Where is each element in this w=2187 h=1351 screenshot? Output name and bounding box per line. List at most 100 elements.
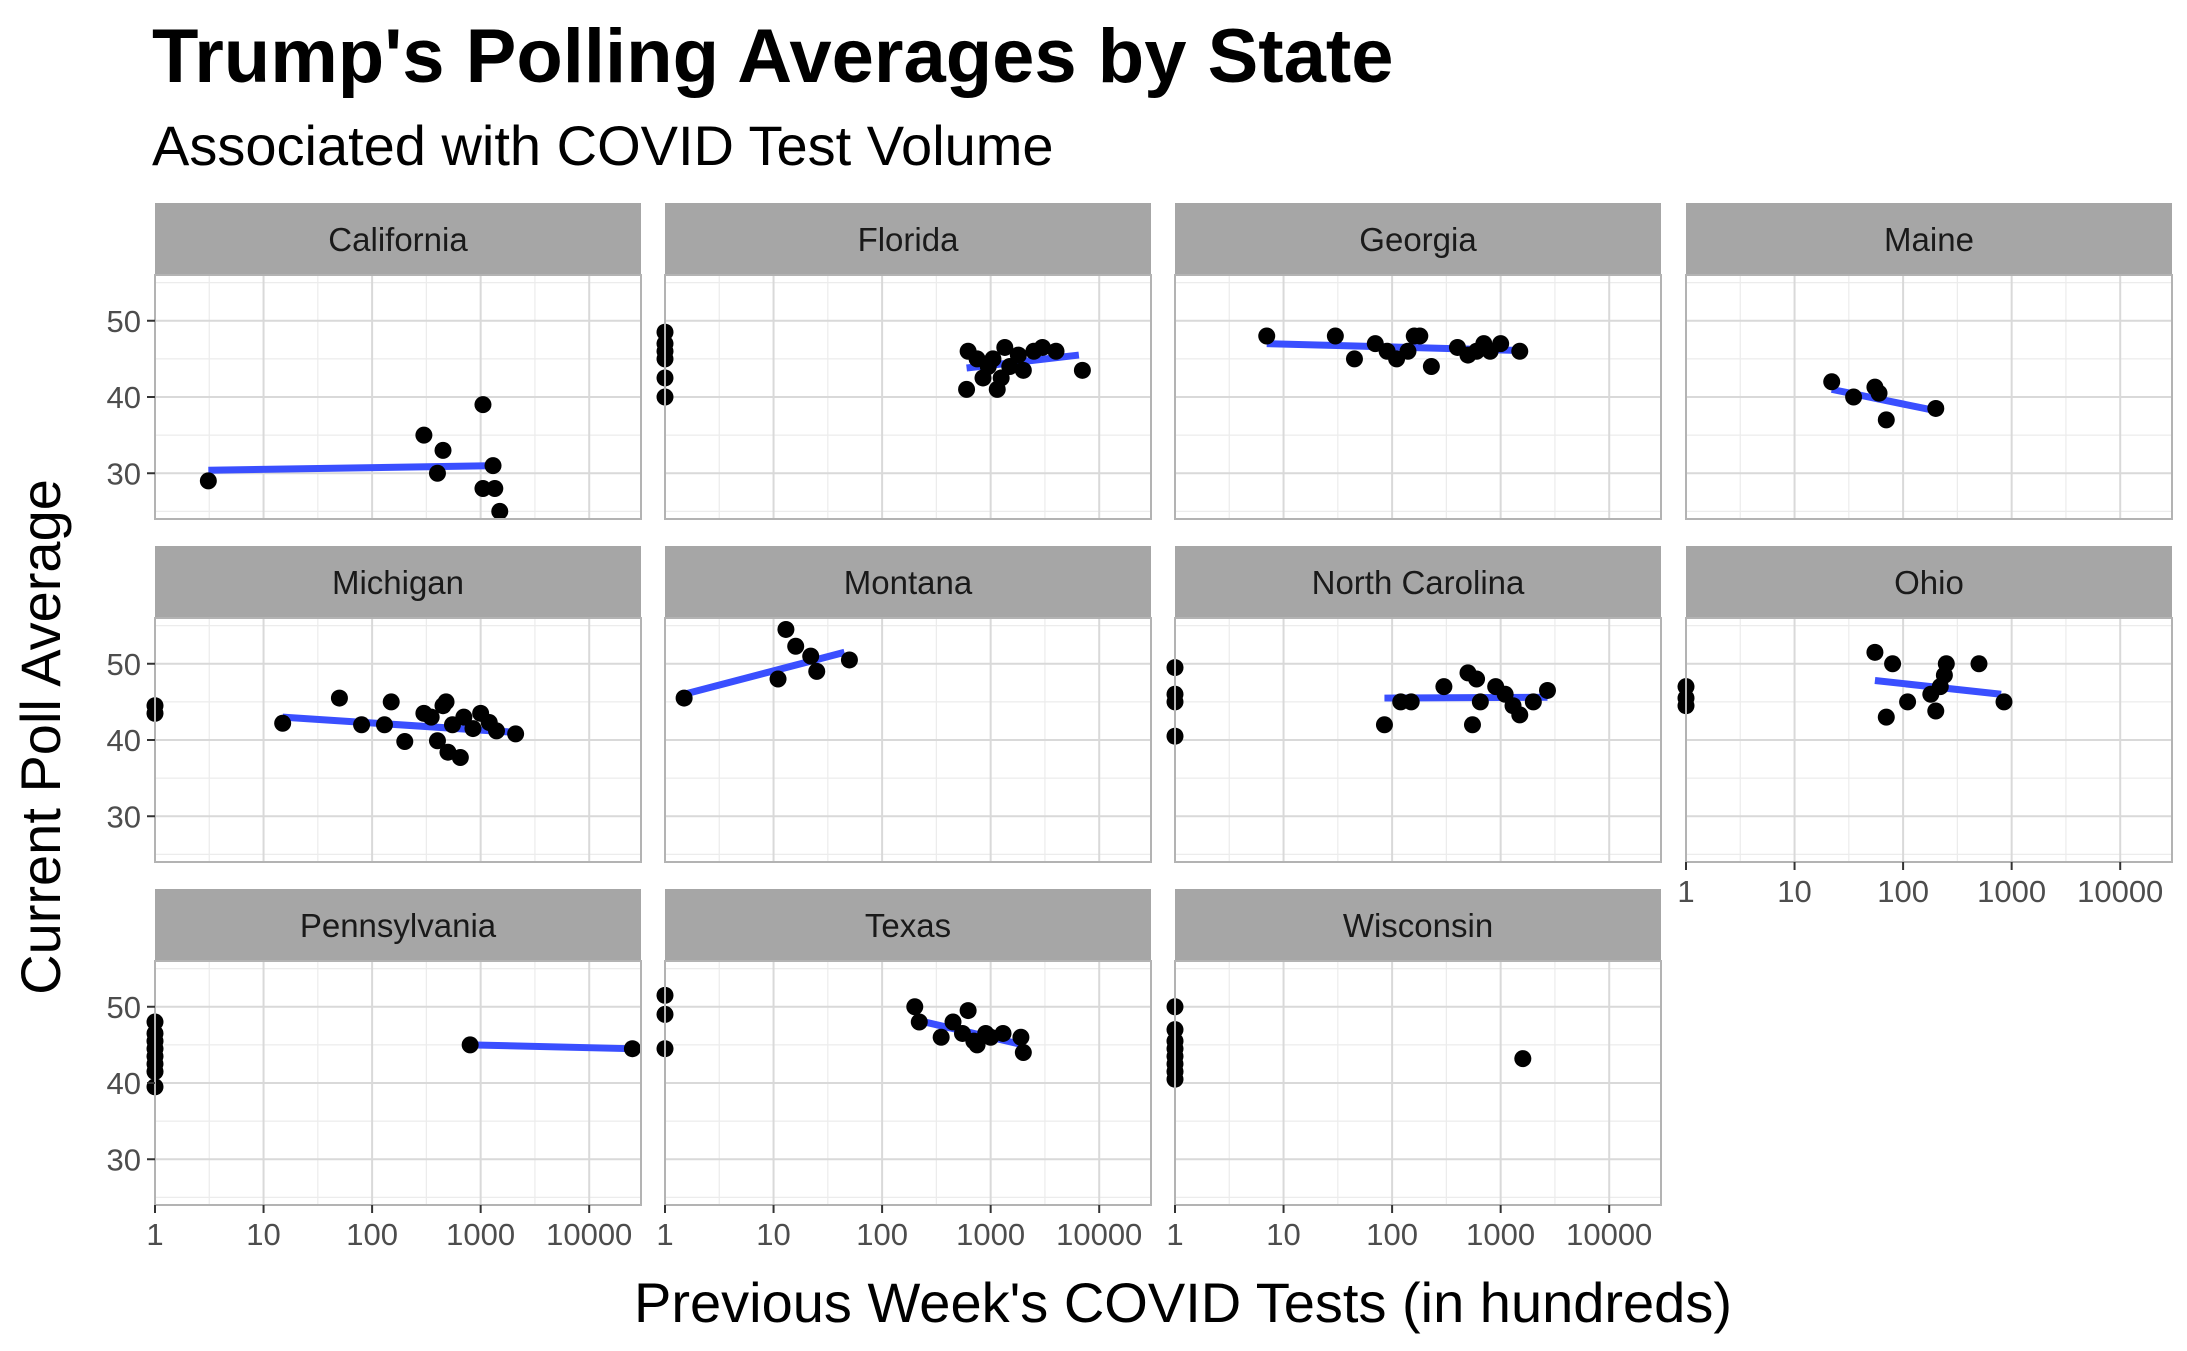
panel-border — [1685, 274, 2173, 520]
y-tick-label: 50 — [107, 647, 141, 682]
facet-label: Pennsylvania — [300, 907, 497, 944]
x-tick-label: 1 — [656, 1217, 673, 1252]
facet-strip — [1686, 203, 2172, 275]
x-tick-label: 10 — [1266, 1217, 1300, 1252]
data-point — [396, 733, 414, 751]
x-tick-label: 100 — [346, 1217, 398, 1252]
data-point — [474, 480, 492, 497]
data-point — [1514, 1050, 1532, 1068]
data-point — [1866, 643, 1884, 661]
data-point — [1411, 327, 1429, 345]
x-tick-label: 1000 — [956, 1217, 1025, 1252]
data-point — [451, 749, 469, 767]
data-point — [1463, 716, 1481, 734]
facet-label: Ohio — [1894, 564, 1964, 601]
data-point — [415, 426, 433, 444]
data-point — [1927, 399, 1945, 417]
facet-ohio: Ohio 1 10 100 1000 10000 — [1677, 546, 2173, 909]
data-point — [1014, 1044, 1032, 1061]
data-point — [802, 647, 820, 665]
data-point — [1884, 655, 1902, 673]
y-tick-label: 50 — [107, 304, 141, 339]
data-point — [777, 620, 795, 638]
data-point — [1845, 388, 1863, 406]
facet-strip — [1175, 889, 1661, 961]
panel-border — [664, 960, 1152, 1206]
data-point — [623, 1040, 641, 1058]
facet-label: North Carolina — [1312, 564, 1525, 601]
data-point — [507, 725, 525, 743]
data-point — [1927, 702, 1945, 720]
data-point — [437, 693, 455, 711]
facet-wisconsin: Wisconsin 1 10 100 1000 10000 — [1166, 889, 1662, 1252]
data-point — [958, 380, 976, 398]
facet-panels: California 30 40 50 Florida Georgia Maine Michi… — [107, 203, 2173, 1252]
panel-border — [1174, 274, 1662, 520]
data-point — [491, 502, 509, 520]
x-tick-label: 1 — [1166, 1217, 1183, 1252]
x-tick-label: 10 — [756, 1217, 790, 1252]
data-point — [840, 651, 858, 669]
trend-line — [470, 1041, 631, 1053]
data-point — [944, 1013, 962, 1031]
data-point — [199, 472, 217, 490]
facet-label: California — [328, 221, 468, 258]
data-point — [428, 464, 446, 482]
data-point — [1899, 693, 1917, 711]
data-point — [1047, 342, 1065, 360]
x-tick-label: 10000 — [2077, 874, 2163, 909]
x-tick-label: 1000 — [1977, 874, 2046, 909]
data-point — [994, 1024, 1012, 1042]
data-point — [1345, 350, 1363, 368]
data-point — [1995, 693, 2013, 711]
facet-michigan: Michigan 30 40 50 — [107, 546, 642, 863]
data-point — [1937, 655, 1955, 673]
x-tick-label: 10 — [246, 1217, 280, 1252]
x-tick-label: 1000 — [1466, 1217, 1535, 1252]
data-point — [382, 693, 400, 711]
facet-maine: Maine — [1685, 203, 2173, 520]
data-point — [461, 1036, 479, 1054]
data-point — [274, 714, 292, 732]
data-point — [932, 1028, 950, 1046]
data-point — [1511, 706, 1529, 724]
data-point — [1823, 373, 1841, 391]
data-point — [1435, 678, 1453, 696]
data-point — [808, 662, 826, 680]
data-point — [353, 716, 371, 734]
data-point — [1970, 655, 1988, 673]
facet-label: Maine — [1884, 221, 1974, 258]
data-point — [1399, 342, 1417, 360]
x-tick-label: 1000 — [446, 1217, 515, 1252]
facet-label: Montana — [844, 564, 973, 601]
data-point — [959, 1002, 977, 1020]
data-point — [1877, 708, 1895, 726]
data-point — [428, 732, 446, 750]
data-point — [1422, 358, 1440, 375]
data-point — [906, 998, 924, 1016]
x-tick-label: 10000 — [1056, 1217, 1142, 1252]
data-point — [1073, 361, 1091, 379]
panel-border — [664, 617, 1152, 863]
facet-label: Wisconsin — [1343, 907, 1493, 944]
facet-strip — [665, 546, 1151, 618]
facet-florida: Florida — [656, 203, 1152, 520]
trend-line — [208, 462, 497, 474]
data-point — [1877, 411, 1895, 429]
data-point — [488, 722, 506, 740]
y-axis-title: Current Poll Average — [9, 479, 72, 995]
panel-border — [1174, 617, 1662, 863]
panel-border — [664, 274, 1152, 520]
facet-label: Georgia — [1359, 221, 1477, 258]
data-point — [1375, 716, 1393, 734]
y-tick-label: 40 — [107, 380, 141, 415]
data-point — [996, 338, 1014, 356]
data-point — [434, 441, 452, 459]
y-tick-label: 40 — [107, 723, 141, 758]
data-point — [484, 457, 502, 475]
data-point — [675, 689, 693, 707]
data-point — [1033, 338, 1051, 356]
x-tick-label: 10000 — [546, 1217, 632, 1252]
y-tick-label: 30 — [107, 799, 141, 834]
facet-label: Florida — [858, 221, 960, 258]
